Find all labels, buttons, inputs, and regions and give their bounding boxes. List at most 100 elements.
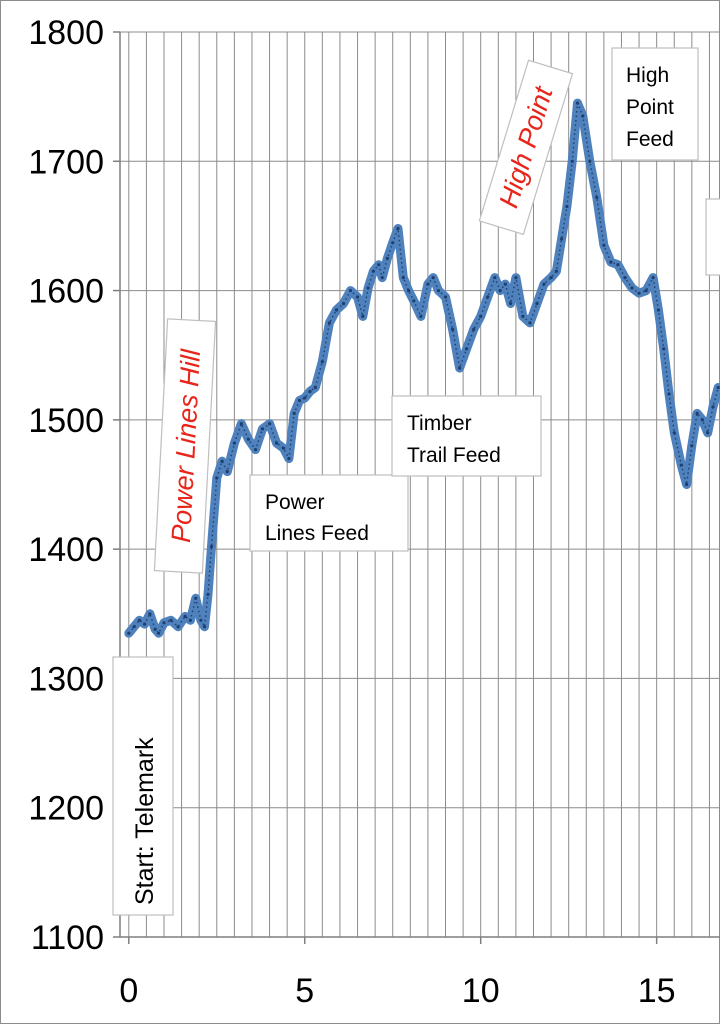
series-point bbox=[716, 385, 720, 390]
series-point bbox=[498, 289, 502, 293]
y-tick-label: 1300 bbox=[28, 660, 104, 698]
series-point bbox=[458, 366, 462, 370]
series-point bbox=[695, 411, 699, 415]
series-point bbox=[486, 295, 490, 299]
series-point bbox=[396, 226, 400, 231]
series-point bbox=[377, 263, 381, 267]
series-point bbox=[385, 256, 389, 260]
series-point bbox=[514, 276, 518, 280]
series-point bbox=[581, 114, 585, 118]
series-point bbox=[630, 286, 634, 290]
series-point bbox=[215, 476, 219, 480]
series-point bbox=[148, 612, 152, 616]
series-point bbox=[157, 631, 161, 635]
series-point bbox=[509, 301, 513, 306]
series-point bbox=[199, 618, 203, 622]
x-tick-label: 0 bbox=[119, 972, 138, 1010]
y-tick-label: 1600 bbox=[28, 273, 104, 311]
series-point bbox=[275, 441, 279, 445]
series-point bbox=[451, 327, 455, 331]
series-point bbox=[371, 269, 375, 273]
series-point bbox=[355, 295, 360, 299]
series-point bbox=[287, 457, 291, 461]
series-point bbox=[308, 389, 312, 393]
series-point bbox=[313, 385, 317, 390]
annotation-offscreen-box bbox=[705, 198, 720, 276]
series-point bbox=[679, 463, 683, 467]
series-point bbox=[570, 159, 574, 163]
series-layer bbox=[124, 98, 720, 638]
series-point bbox=[169, 618, 173, 622]
series-point bbox=[503, 282, 507, 286]
series-point bbox=[194, 596, 198, 600]
series-point bbox=[206, 592, 210, 597]
series-point bbox=[528, 321, 532, 325]
series-point bbox=[588, 159, 592, 163]
series-point bbox=[644, 289, 648, 293]
series-line-dots bbox=[128, 102, 719, 634]
annotation-timber-trail-feed: Timber Trail Feed bbox=[391, 395, 542, 477]
series-point bbox=[711, 405, 715, 409]
series-point bbox=[137, 618, 141, 622]
series-point bbox=[391, 241, 395, 245]
y-tick-label: 1400 bbox=[28, 531, 104, 569]
series-point bbox=[602, 243, 606, 247]
series-point bbox=[202, 625, 207, 629]
series-point bbox=[656, 308, 661, 312]
series-point bbox=[292, 411, 296, 415]
annotation-power-lines-feed-text: Power Lines Feed bbox=[265, 491, 369, 545]
series-point bbox=[465, 347, 469, 351]
series-point bbox=[341, 301, 346, 306]
series-point bbox=[176, 625, 180, 629]
x-tick-label: 10 bbox=[462, 972, 500, 1010]
series-point bbox=[209, 545, 214, 549]
series-point bbox=[282, 446, 286, 450]
annotation-power-lines-hill: Power Lines Hill bbox=[153, 318, 217, 574]
series-point bbox=[334, 308, 338, 312]
series-point bbox=[535, 301, 539, 306]
series-point bbox=[685, 482, 689, 487]
x-tick-label: 15 bbox=[638, 972, 676, 1010]
series-point bbox=[143, 622, 147, 626]
series-point bbox=[436, 289, 441, 293]
series-point bbox=[672, 431, 676, 435]
series-point bbox=[616, 263, 620, 267]
x-tick-label: 5 bbox=[295, 972, 314, 1010]
series-point bbox=[303, 396, 307, 400]
series-point bbox=[183, 614, 187, 619]
series-point bbox=[549, 276, 553, 280]
annotation-start-telemark-text: Start: Telemark bbox=[131, 737, 159, 905]
series-point bbox=[348, 289, 353, 293]
series-point bbox=[554, 269, 559, 273]
series-point bbox=[153, 627, 157, 631]
series-point bbox=[667, 392, 671, 396]
series-point bbox=[637, 291, 641, 295]
annotation-power-lines-feed: Power Lines Feed bbox=[249, 474, 409, 552]
series-point bbox=[706, 431, 710, 435]
series-point bbox=[260, 427, 265, 431]
series-point bbox=[623, 276, 627, 280]
series-point bbox=[412, 299, 416, 303]
series-point bbox=[366, 286, 370, 290]
series-point bbox=[472, 327, 476, 331]
series-point bbox=[268, 422, 272, 426]
annotation-timber-trail-feed-text: Timber Trail Feed bbox=[407, 412, 501, 467]
y-tick-label: 1100 bbox=[31, 919, 104, 957]
series-point bbox=[560, 237, 564, 241]
series-point bbox=[297, 398, 302, 403]
y-tick-label: 1800 bbox=[28, 14, 104, 52]
series-point bbox=[542, 282, 546, 286]
series-point bbox=[651, 276, 655, 280]
annotation-high-point-feed-text: High Point Feed bbox=[626, 64, 680, 151]
annotation-start-telemark: Start: Telemark bbox=[112, 656, 174, 916]
y-tick-label: 1700 bbox=[28, 143, 104, 181]
series-point bbox=[479, 314, 483, 318]
series-point bbox=[246, 437, 250, 441]
series-point bbox=[132, 625, 136, 629]
series-point bbox=[443, 295, 448, 299]
series-point bbox=[595, 195, 599, 200]
series-point bbox=[565, 204, 569, 209]
series-point bbox=[493, 276, 497, 280]
series-point bbox=[327, 321, 331, 325]
